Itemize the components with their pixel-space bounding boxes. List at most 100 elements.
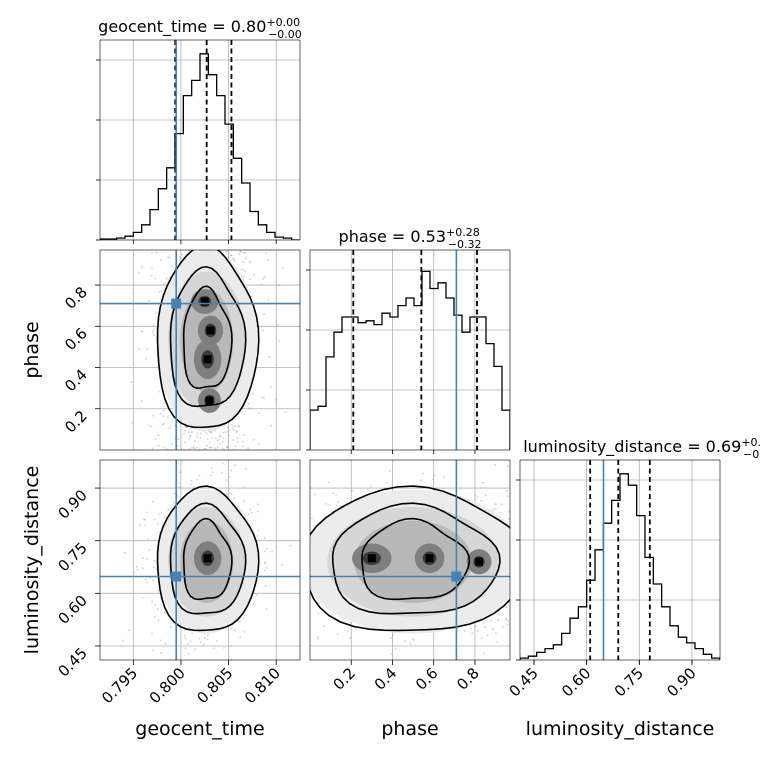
panel-frame bbox=[519, 459, 721, 661]
sample-point bbox=[277, 284, 280, 287]
sample-point bbox=[152, 500, 154, 503]
sample-point bbox=[271, 550, 273, 553]
sample-point bbox=[141, 330, 143, 333]
sample-point bbox=[214, 447, 217, 450]
sample-point bbox=[232, 439, 234, 441]
density-max-cell bbox=[475, 557, 484, 566]
y-tick-label-phase: 0.4 bbox=[61, 366, 91, 396]
sample-point bbox=[490, 619, 492, 622]
sample-point bbox=[230, 423, 233, 426]
sample-point bbox=[160, 651, 162, 654]
panel-title-geocent_time: geocent_time = 0.80+0.00 −0.00 bbox=[98, 16, 302, 41]
sample-point bbox=[263, 569, 266, 572]
sample-point bbox=[230, 469, 233, 472]
sample-point bbox=[148, 549, 151, 551]
sample-point bbox=[419, 479, 422, 482]
sample-point bbox=[178, 482, 180, 484]
y-tick-label-luminosity_distance: 0.45 bbox=[54, 644, 90, 680]
sample-point bbox=[163, 446, 166, 449]
sample-point bbox=[140, 400, 143, 403]
panel-frame bbox=[99, 39, 301, 241]
sample-point bbox=[506, 490, 508, 492]
sample-point bbox=[284, 411, 287, 413]
sample-point bbox=[317, 612, 320, 615]
sample-point bbox=[278, 340, 281, 343]
sample-point bbox=[260, 668, 262, 670]
sample-point bbox=[265, 608, 268, 611]
sample-point bbox=[167, 509, 170, 512]
x-tick-label-geocent_time: 0.800 bbox=[146, 664, 189, 707]
sample-point bbox=[222, 447, 225, 450]
sample-point bbox=[208, 446, 211, 449]
x-tick-label-geocent_time: 0.810 bbox=[241, 664, 284, 707]
density-max-cell bbox=[203, 355, 212, 364]
sample-point bbox=[394, 647, 397, 650]
sample-point bbox=[151, 251, 153, 254]
sample-point bbox=[193, 440, 196, 442]
sample-point bbox=[482, 481, 484, 484]
sample-point bbox=[493, 503, 496, 505]
sample-point bbox=[169, 626, 172, 628]
sample-point bbox=[263, 537, 266, 540]
sample-point bbox=[223, 647, 225, 649]
sample-point bbox=[349, 621, 352, 624]
sample-point bbox=[187, 431, 190, 433]
sample-point bbox=[242, 673, 244, 675]
sample-point bbox=[336, 633, 339, 636]
sample-point bbox=[486, 634, 489, 637]
sample-point bbox=[195, 446, 198, 449]
sample-point bbox=[150, 425, 153, 428]
sample-point bbox=[507, 465, 509, 468]
sample-point bbox=[495, 632, 497, 635]
sample-point bbox=[484, 669, 486, 671]
sample-point bbox=[236, 441, 239, 443]
sample-point bbox=[233, 429, 236, 432]
sample-point bbox=[239, 636, 242, 639]
sample-point bbox=[171, 420, 174, 422]
sample-point bbox=[318, 602, 320, 604]
sample-point bbox=[171, 443, 174, 445]
sample-point bbox=[245, 468, 248, 470]
title-upper-error: +0.00 bbox=[266, 16, 300, 29]
sample-point bbox=[349, 637, 351, 640]
sample-point bbox=[235, 430, 238, 433]
sample-point bbox=[225, 493, 228, 496]
sample-point bbox=[226, 430, 229, 433]
panel-title-luminosity_distance: luminosity_distance = 0.69+0.09−0.08 bbox=[523, 436, 760, 461]
sample-point bbox=[196, 478, 198, 481]
sample-point bbox=[151, 447, 154, 450]
sample-point bbox=[149, 577, 152, 579]
sample-point bbox=[317, 637, 319, 640]
sample-point bbox=[178, 471, 181, 473]
sample-point bbox=[138, 348, 141, 350]
sample-point bbox=[471, 632, 474, 634]
sample-point bbox=[270, 424, 273, 427]
sample-point bbox=[239, 620, 241, 623]
sample-point bbox=[190, 447, 193, 449]
sample-point bbox=[474, 625, 477, 627]
sample-point bbox=[148, 299, 151, 302]
x-tick-label-phase: 0.6 bbox=[412, 664, 442, 694]
sample-point bbox=[281, 564, 283, 566]
sample-point bbox=[270, 386, 273, 388]
sample-point bbox=[233, 629, 236, 631]
sample-point bbox=[265, 251, 268, 254]
sample-point bbox=[157, 390, 160, 393]
sample-point bbox=[198, 475, 201, 477]
sample-point bbox=[505, 458, 507, 460]
sample-point bbox=[433, 474, 435, 476]
sample-point bbox=[162, 423, 164, 426]
sample-point bbox=[258, 442, 260, 445]
sample-point bbox=[276, 324, 279, 326]
x-tick-label-phase: 0.8 bbox=[453, 664, 483, 694]
sample-point bbox=[225, 250, 228, 253]
sample-point bbox=[151, 632, 153, 635]
sample-point bbox=[183, 634, 186, 637]
sample-point bbox=[474, 494, 477, 497]
sample-point bbox=[183, 433, 186, 435]
contour-outer bbox=[310, 485, 510, 632]
sample-point bbox=[404, 640, 406, 642]
sample-point bbox=[132, 292, 135, 295]
sample-point bbox=[165, 277, 168, 280]
